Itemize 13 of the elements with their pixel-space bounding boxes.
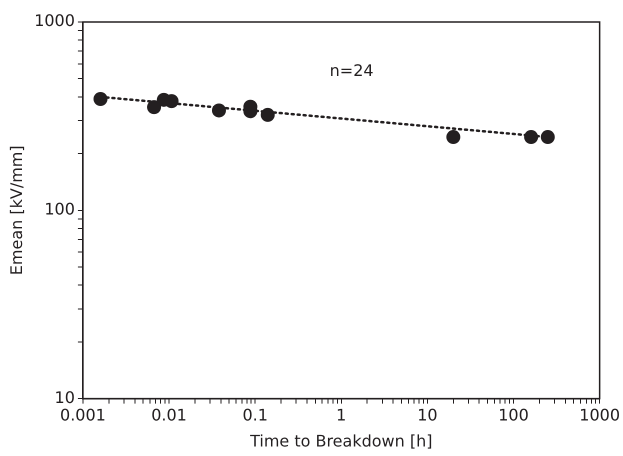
- y-tick-label: 100: [44, 199, 75, 218]
- x-tick-label: 10: [417, 405, 438, 424]
- x-tick-label: 1000: [579, 405, 620, 424]
- x-tick-label: 0.1: [242, 405, 268, 424]
- x-tick-label: 0.001: [60, 405, 106, 424]
- x-tick-label: 100: [498, 405, 529, 424]
- x-tick-label: 0.01: [151, 405, 187, 424]
- x-tick-label: 1: [336, 405, 346, 424]
- annotation: n=24: [330, 61, 374, 80]
- y-tick-label: 10: [54, 388, 75, 407]
- y-tick-label: 1000: [34, 11, 75, 30]
- x-axis-title: Time to Breakdown [h]: [249, 432, 432, 451]
- y-axis-title: Emean [kV/mm]: [6, 145, 26, 276]
